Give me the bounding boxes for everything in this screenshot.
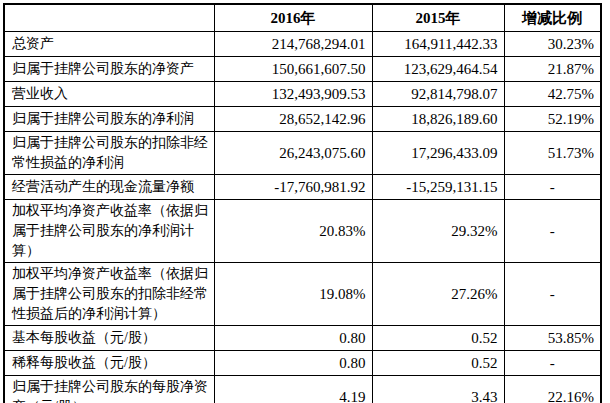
cell-2015-value: 123,629,464.54 (372, 57, 504, 82)
cell-2016-value: 132,493,909.53 (214, 82, 372, 107)
cell-change-value: 21.87% (504, 57, 601, 82)
cell-2016-value: 0.80 (214, 351, 372, 376)
cell-change-value: 42.75% (504, 82, 601, 107)
cell-2015-value: 0.52 (372, 351, 504, 376)
cell-2015-value: 0.52 (372, 326, 504, 351)
table-row: 归属于挂牌公司股东的净资产 150,661,607.50 123,629,464… (4, 57, 601, 82)
cell-2015-value: 3.43 (372, 376, 504, 403)
row-label: 稀释每股收益（元/股） (4, 351, 214, 376)
cell-change-value: 30.23% (504, 32, 601, 57)
row-label: 加权平均净资产收益率（依据归属于挂牌公司股东的扣除非经常性损益后的净利润计算） (4, 263, 214, 326)
table-row: 基本每股收益（元/股） 0.80 0.52 53.85% (4, 326, 601, 351)
cell-change-value: 22.16% (504, 376, 601, 403)
cell-change-value: - (504, 200, 601, 263)
header-year-2015: 2015年 (372, 4, 504, 32)
table-row: 营业收入 132,493,909.53 92,814,798.07 42.75% (4, 82, 601, 107)
table-row: 总资产 214,768,294.01 164,911,442.33 30.23% (4, 32, 601, 57)
cell-change-value: - (504, 263, 601, 326)
table-row: 归属于挂牌公司股东的净利润 28,652,142.96 18,826,189.6… (4, 107, 601, 132)
cell-2016-value: -17,760,981.92 (214, 175, 372, 200)
table-row: 归属于挂牌公司股东的每股净资产（元/股） 4.19 3.43 22.16% (4, 376, 601, 403)
financial-summary-table: 2016年 2015年 增减比例 总资产 214,768,294.01 164,… (3, 3, 602, 403)
row-label: 归属于挂牌公司股东的净利润 (4, 107, 214, 132)
table-row: 加权平均净资产收益率（依据归属于挂牌公司股东的净利润计算） 20.83% 29.… (4, 200, 601, 263)
row-label: 基本每股收益（元/股） (4, 326, 214, 351)
cell-change-value: - (504, 175, 601, 200)
row-label: 经营活动产生的现金流量净额 (4, 175, 214, 200)
cell-2015-value: 92,814,798.07 (372, 82, 504, 107)
table-row: 经营活动产生的现金流量净额 -17,760,981.92 -15,259,131… (4, 175, 601, 200)
header-row: 2016年 2015年 增减比例 (4, 4, 601, 32)
cell-change-value: - (504, 351, 601, 376)
cell-2015-value: -15,259,131.15 (372, 175, 504, 200)
row-label: 总资产 (4, 32, 214, 57)
cell-2015-value: 18,826,189.60 (372, 107, 504, 132)
cell-2015-value: 17,296,433.09 (372, 132, 504, 175)
cell-2015-value: 164,911,442.33 (372, 32, 504, 57)
table-row: 加权平均净资产收益率（依据归属于挂牌公司股东的扣除非经常性损益后的净利润计算） … (4, 263, 601, 326)
cell-2016-value: 28,652,142.96 (214, 107, 372, 132)
cell-2015-value: 27.26% (372, 263, 504, 326)
header-empty-cell (4, 4, 214, 32)
header-year-2016: 2016年 (214, 4, 372, 32)
cell-2015-value: 29.32% (372, 200, 504, 263)
row-label: 营业收入 (4, 82, 214, 107)
header-change-ratio: 增减比例 (504, 4, 601, 32)
table-row: 归属于挂牌公司股东的扣除非经常性损益的净利润 26,243,075.60 17,… (4, 132, 601, 175)
table-row: 稀释每股收益（元/股） 0.80 0.52 - (4, 351, 601, 376)
cell-2016-value: 4.19 (214, 376, 372, 403)
cell-2016-value: 150,661,607.50 (214, 57, 372, 82)
cell-2016-value: 19.08% (214, 263, 372, 326)
cell-2016-value: 0.80 (214, 326, 372, 351)
cell-2016-value: 20.83% (214, 200, 372, 263)
cell-change-value: 53.85% (504, 326, 601, 351)
cell-change-value: 51.73% (504, 132, 601, 175)
cell-2016-value: 214,768,294.01 (214, 32, 372, 57)
row-label: 归属于挂牌公司股东的每股净资产（元/股） (4, 376, 214, 403)
row-label: 加权平均净资产收益率（依据归属于挂牌公司股东的净利润计算） (4, 200, 214, 263)
cell-2016-value: 26,243,075.60 (214, 132, 372, 175)
table-body: 总资产 214,768,294.01 164,911,442.33 30.23%… (4, 32, 601, 403)
row-label: 归属于挂牌公司股东的扣除非经常性损益的净利润 (4, 132, 214, 175)
cell-change-value: 52.19% (504, 107, 601, 132)
row-label: 归属于挂牌公司股东的净资产 (4, 57, 214, 82)
